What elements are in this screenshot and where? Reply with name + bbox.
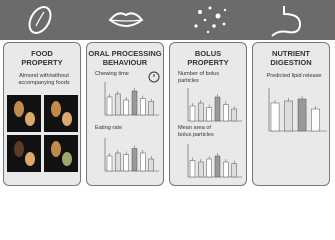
panel-title: BOLUS PROPERTY	[170, 49, 246, 67]
title-line: BEHAVIOUR	[102, 58, 148, 67]
almond	[14, 141, 24, 157]
item-text: Predicted lipid release	[266, 73, 322, 79]
title-line: BOLUS	[194, 49, 222, 58]
mini-bar	[231, 163, 237, 178]
photo	[7, 135, 41, 172]
almond	[14, 101, 24, 117]
mini-chart	[104, 138, 159, 172]
title-line: FOOD	[31, 49, 53, 58]
mini-bar	[148, 158, 154, 172]
panel-title: NUTRIENT DIGESTION	[253, 49, 329, 67]
mini-bar	[214, 96, 221, 122]
mini-bar	[115, 93, 121, 116]
photo	[44, 95, 78, 132]
mini-bar	[198, 161, 204, 178]
almond	[62, 112, 72, 126]
photo	[7, 95, 41, 132]
mini-bar	[140, 98, 146, 116]
item-text: Eating rate	[95, 125, 123, 131]
mini-bar	[206, 158, 212, 178]
mini-bar	[131, 90, 138, 116]
mini-bar	[189, 105, 196, 122]
almond	[51, 101, 61, 117]
mini-bar	[123, 99, 129, 116]
panel: NUTRIENT DIGESTION Predicted lipid release	[252, 42, 330, 186]
title-line: PROPERTY	[187, 58, 229, 67]
panel-title: ORAL PROCESSING BEHAVIOUR	[87, 49, 163, 67]
mini-bar	[106, 155, 113, 172]
icon-band	[0, 0, 335, 40]
food-photos	[7, 95, 78, 172]
item-text: Chewing time	[95, 71, 129, 77]
mini-chart	[104, 82, 159, 116]
item-text: Mean area of bolus particles	[178, 125, 214, 138]
mini-bar	[131, 148, 138, 172]
panel-title: FOOD PROPERTY	[4, 49, 80, 67]
timer	[148, 71, 160, 83]
item-text: Number of bolus particles	[178, 71, 220, 84]
timer-icon	[148, 71, 160, 83]
panel: ORAL PROCESSING BEHAVIOUR Chewing time Eati…	[86, 42, 164, 186]
mini-bar	[297, 98, 307, 132]
mini-bar	[198, 102, 204, 122]
mini-bar	[214, 155, 221, 178]
mini-chart	[187, 144, 242, 178]
mini-chart	[268, 88, 327, 132]
almond	[25, 112, 35, 126]
mini-bar	[270, 102, 280, 132]
mini-bar	[231, 108, 237, 122]
item-text: Almond with/without accompanying foods	[18, 73, 70, 86]
mini-bar	[311, 108, 320, 132]
mini-bar	[140, 152, 146, 172]
mini-bar	[284, 100, 293, 132]
almond	[62, 152, 72, 166]
almond	[25, 152, 35, 166]
title-line: PROPERTY	[21, 58, 63, 67]
icons	[28, 6, 302, 37]
panel: BOLUS PROPERTY Number of bolus particles Me…	[169, 42, 247, 186]
mini-bar	[123, 154, 129, 172]
title-line: NUTRIENT	[272, 49, 310, 58]
panel: FOOD PROPERTY Almond with/without accompan…	[3, 42, 81, 186]
mini-bar	[189, 160, 196, 178]
mini-bar	[115, 152, 121, 172]
mini-bar	[223, 104, 229, 122]
almond	[51, 141, 61, 157]
mini-bar	[206, 107, 212, 122]
mini-bar	[223, 161, 229, 178]
title-line: DIGESTION	[270, 58, 312, 67]
mini-bar	[106, 96, 113, 116]
page: FOOD PROPERTY Almond with/without accompan…	[0, 0, 335, 186]
mini-chart	[187, 88, 242, 122]
title-line: ORAL PROCESSING	[88, 49, 162, 58]
photo	[44, 135, 78, 172]
mini-bar	[148, 101, 154, 116]
